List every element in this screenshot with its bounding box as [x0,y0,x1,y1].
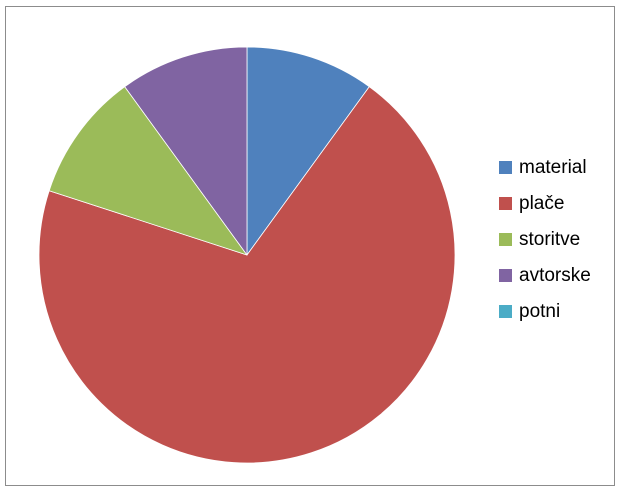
pie-chart [38,46,456,464]
legend-item-storitve: storitve [499,221,619,257]
legend-label-avtorske: avtorske [519,264,591,286]
legend-swatch-material [499,160,512,174]
legend-item-avtorske: avtorske [499,257,619,293]
legend-swatch-place [499,196,512,210]
pie-slice-place [38,86,456,464]
legend-item-place: plače [499,185,619,221]
legend-item-material: material [499,149,619,185]
legend-item-potni: potni [499,293,619,329]
legend-label-storitve: storitve [519,228,581,250]
legend-label-place: plače [519,192,565,214]
legend-swatch-storitve [499,232,512,246]
pie-slice-material [246,46,370,256]
chart-frame: material plače storitve avtorske potni [5,6,615,486]
legend-swatch-avtorske [499,268,512,282]
legend: material plače storitve avtorske potni [499,149,619,329]
pie-slice-avtorske [124,46,248,256]
legend-label-potni: potni [519,300,561,322]
legend-label-material: material [519,156,587,178]
pie-slice-storitve [48,86,248,256]
legend-swatch-potni [499,304,512,318]
